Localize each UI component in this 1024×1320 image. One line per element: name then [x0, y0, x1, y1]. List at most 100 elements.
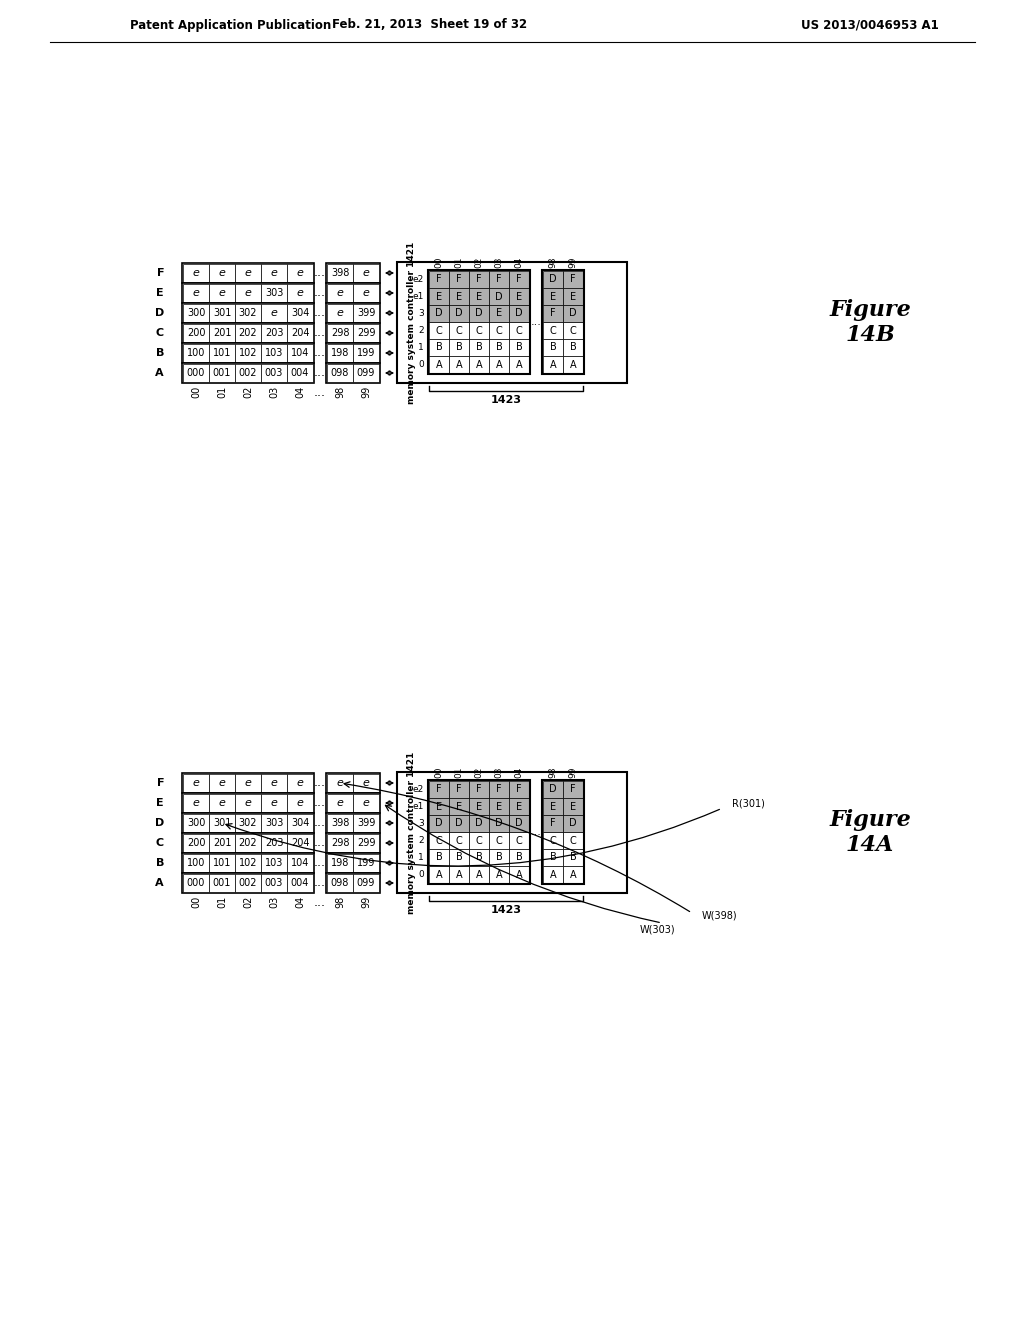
Text: D: D [496, 818, 503, 829]
Text: E: E [476, 801, 482, 812]
Bar [449, 849, 469, 866]
Text: D: D [515, 818, 523, 829]
Bar [287, 304, 313, 322]
Bar [563, 356, 583, 374]
Text: F: F [436, 784, 441, 795]
Text: B: B [550, 342, 556, 352]
Text: 001: 001 [213, 368, 231, 378]
Text: E: E [157, 799, 164, 808]
Text: 01: 01 [455, 256, 464, 268]
Bar [429, 866, 449, 883]
Bar [429, 781, 449, 799]
Text: A: A [456, 870, 462, 879]
Text: ...: ... [314, 796, 326, 809]
Text: E: E [570, 292, 577, 301]
Text: 0: 0 [418, 870, 424, 879]
Text: 104: 104 [291, 348, 309, 358]
Bar [429, 849, 449, 866]
Bar [509, 339, 529, 356]
Bar [287, 345, 313, 362]
Text: 300: 300 [186, 818, 205, 828]
Text: A: A [516, 870, 522, 879]
Text: 00: 00 [191, 385, 201, 399]
Bar [209, 264, 234, 282]
Text: 198: 198 [331, 348, 349, 358]
Text: 02: 02 [474, 767, 483, 777]
Bar [234, 304, 261, 322]
Text: 98: 98 [549, 767, 557, 777]
Bar [542, 271, 584, 374]
Text: 1: 1 [418, 343, 424, 352]
Text: 98: 98 [549, 256, 557, 268]
Bar [261, 345, 287, 362]
Bar [397, 261, 627, 383]
Bar [261, 774, 287, 792]
Bar [489, 866, 509, 883]
Text: e: e [270, 777, 278, 788]
Text: Figure
14A: Figure 14A [829, 809, 911, 857]
Text: A: A [156, 878, 164, 888]
Text: 399: 399 [356, 818, 375, 828]
Text: 098: 098 [331, 878, 349, 888]
Text: 398: 398 [331, 818, 349, 828]
Bar [509, 305, 529, 322]
Text: 299: 299 [356, 838, 375, 847]
Bar [509, 849, 529, 866]
Bar [449, 322, 469, 339]
Text: ...: ... [314, 346, 326, 359]
Text: e: e [362, 777, 370, 788]
Bar [182, 774, 314, 793]
Text: e2: e2 [413, 785, 424, 795]
Bar [183, 323, 209, 342]
Bar [489, 356, 509, 374]
Bar [261, 264, 287, 282]
Bar [469, 356, 489, 374]
Text: 298: 298 [331, 327, 349, 338]
Bar [353, 364, 379, 381]
Bar [183, 814, 209, 832]
Text: ...: ... [314, 896, 326, 909]
Bar [543, 271, 563, 288]
Text: C: C [496, 326, 503, 335]
Text: 202: 202 [239, 838, 257, 847]
Text: 099: 099 [356, 878, 375, 888]
Text: 00: 00 [191, 896, 201, 908]
Bar [489, 339, 509, 356]
Bar [543, 356, 563, 374]
Text: e: e [297, 268, 303, 279]
Bar [209, 364, 234, 381]
Bar [209, 774, 234, 792]
Text: 100: 100 [186, 348, 205, 358]
Bar [234, 364, 261, 381]
Bar [449, 781, 469, 799]
Bar [326, 774, 380, 793]
Bar [397, 772, 627, 894]
Text: 04: 04 [295, 896, 305, 908]
Text: 301: 301 [213, 308, 231, 318]
Text: B: B [569, 853, 577, 862]
Text: F: F [550, 818, 556, 829]
Bar [287, 795, 313, 812]
Text: ...: ... [530, 828, 542, 837]
Bar [509, 799, 529, 814]
Text: 03: 03 [495, 767, 504, 777]
Bar [182, 793, 314, 813]
Text: 204: 204 [291, 327, 309, 338]
Text: 04: 04 [295, 385, 305, 399]
Bar [449, 866, 469, 883]
Bar [469, 322, 489, 339]
Text: 004: 004 [291, 878, 309, 888]
Bar [353, 264, 379, 282]
Text: memory system controller 1421: memory system controller 1421 [407, 751, 416, 913]
Bar [287, 834, 313, 851]
Bar [563, 832, 583, 849]
Text: ...: ... [314, 876, 326, 890]
Text: A: A [435, 359, 442, 370]
Bar [234, 795, 261, 812]
Text: A: A [569, 359, 577, 370]
Text: e2: e2 [413, 275, 424, 284]
Text: 299: 299 [356, 327, 375, 338]
Text: e: e [193, 288, 200, 298]
Bar [563, 814, 583, 832]
Text: 01: 01 [217, 896, 227, 908]
